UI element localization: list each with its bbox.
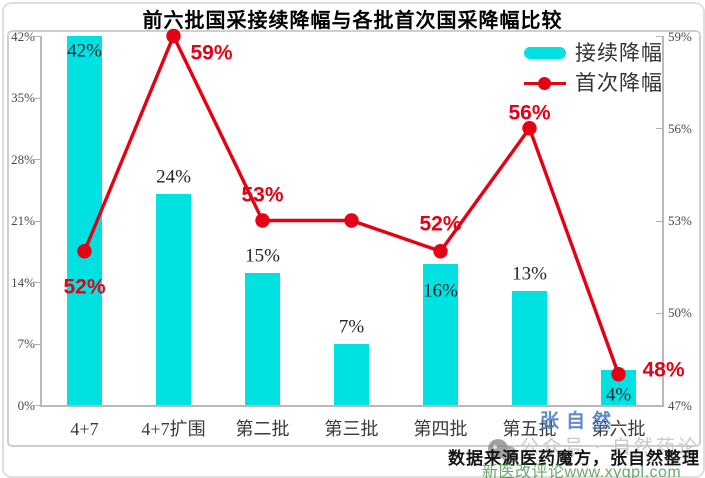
- legend-item-line: 首次降幅: [524, 68, 663, 98]
- line-value-label: 52%: [419, 212, 462, 236]
- right-axis-tick-mark: [656, 312, 663, 314]
- left-axis-tick-label: 28%: [11, 151, 35, 167]
- right-axis-line: [662, 36, 664, 406]
- right-axis-tick-label: 50%: [668, 305, 692, 321]
- bar-value-label: 7%: [338, 316, 365, 337]
- bar: [156, 194, 191, 405]
- watermark-site-url: 新医改评论www.xygpl.com: [482, 464, 682, 478]
- x-axis-label: 第二批: [235, 419, 290, 439]
- x-axis-label: 4+7扩围: [141, 419, 206, 439]
- right-axis-tick-mark: [656, 220, 663, 222]
- right-axis-tick-mark: [656, 36, 663, 37]
- x-axis-label: 第四批: [413, 419, 468, 439]
- right-axis-tick-mark: [656, 405, 663, 406]
- bar-value-label: 24%: [156, 166, 191, 188]
- line-value-label: 56%: [508, 101, 551, 125]
- x-axis-label: 第六批: [591, 419, 646, 439]
- bar: [334, 343, 369, 405]
- x-axis-label: 第三批: [324, 419, 379, 439]
- chart-frame: [7, 30, 701, 447]
- legend-bar-swatch-icon: [524, 47, 566, 59]
- watermark-author: 张自然: [540, 411, 619, 432]
- legend-item-bar: 接续降幅: [524, 38, 663, 68]
- bar-value-label: 4%: [605, 384, 632, 406]
- left-axis-tick-label: 42%: [11, 28, 35, 44]
- legend-bar-label: 接续降幅: [575, 41, 663, 65]
- line-value-label: 52%: [63, 275, 106, 299]
- right-axis-tick-mark: [656, 128, 663, 130]
- line-value-label: 59%: [190, 41, 233, 65]
- x-axis-label: 第五批: [502, 419, 557, 439]
- bar: [245, 273, 280, 405]
- legend: 接续降幅 首次降幅: [524, 38, 663, 98]
- left-axis-tick-label: 35%: [11, 90, 35, 105]
- right-axis-tick-label: 53%: [668, 213, 692, 228]
- left-axis-tick-mark: [33, 405, 40, 406]
- left-axis-tick-mark: [33, 220, 40, 222]
- watermark-logo-icon: [488, 439, 517, 462]
- x-axis-label: 4+7: [70, 419, 99, 439]
- right-axis-tick-label: 59%: [668, 28, 692, 44]
- left-axis-tick-mark: [33, 343, 40, 345]
- legend-line-label: 首次降幅: [575, 71, 663, 95]
- line-value-label: 53%: [241, 183, 284, 206]
- chart-title: 前六批国采接续降幅与各批首次国采降幅比较: [142, 10, 563, 32]
- left-axis-tick-label: 0%: [17, 397, 35, 413]
- left-axis-tick-mark: [33, 282, 40, 283]
- left-axis-tick-label: 14%: [11, 274, 35, 290]
- right-axis-tick-label: 56%: [668, 120, 692, 136]
- left-axis-line: [40, 36, 42, 406]
- bar-value-label: 13%: [512, 263, 547, 285]
- bar-value-label: 15%: [245, 245, 280, 267]
- bar: [67, 36, 102, 405]
- legend-line-swatch-icon: [524, 77, 566, 90]
- line-value-label: 48%: [642, 358, 685, 382]
- left-axis-tick-mark: [33, 97, 40, 99]
- left-axis-tick-label: 7%: [17, 336, 35, 351]
- right-axis-tick-label: 47%: [668, 397, 692, 413]
- data-source-note: 数据来源医药魔方，张自然整理: [448, 449, 700, 468]
- watermark-wechat-account: 公众号 · 自然药论: [520, 437, 700, 458]
- bar-value-label: 16%: [423, 280, 458, 302]
- left-axis-tick-label: 21%: [11, 213, 35, 228]
- bar: [512, 290, 547, 405]
- x-axis-line: [40, 405, 664, 407]
- left-axis-tick-mark: [33, 159, 40, 160]
- left-axis-tick-mark: [33, 36, 40, 37]
- bar-value-label: 42%: [67, 40, 102, 62]
